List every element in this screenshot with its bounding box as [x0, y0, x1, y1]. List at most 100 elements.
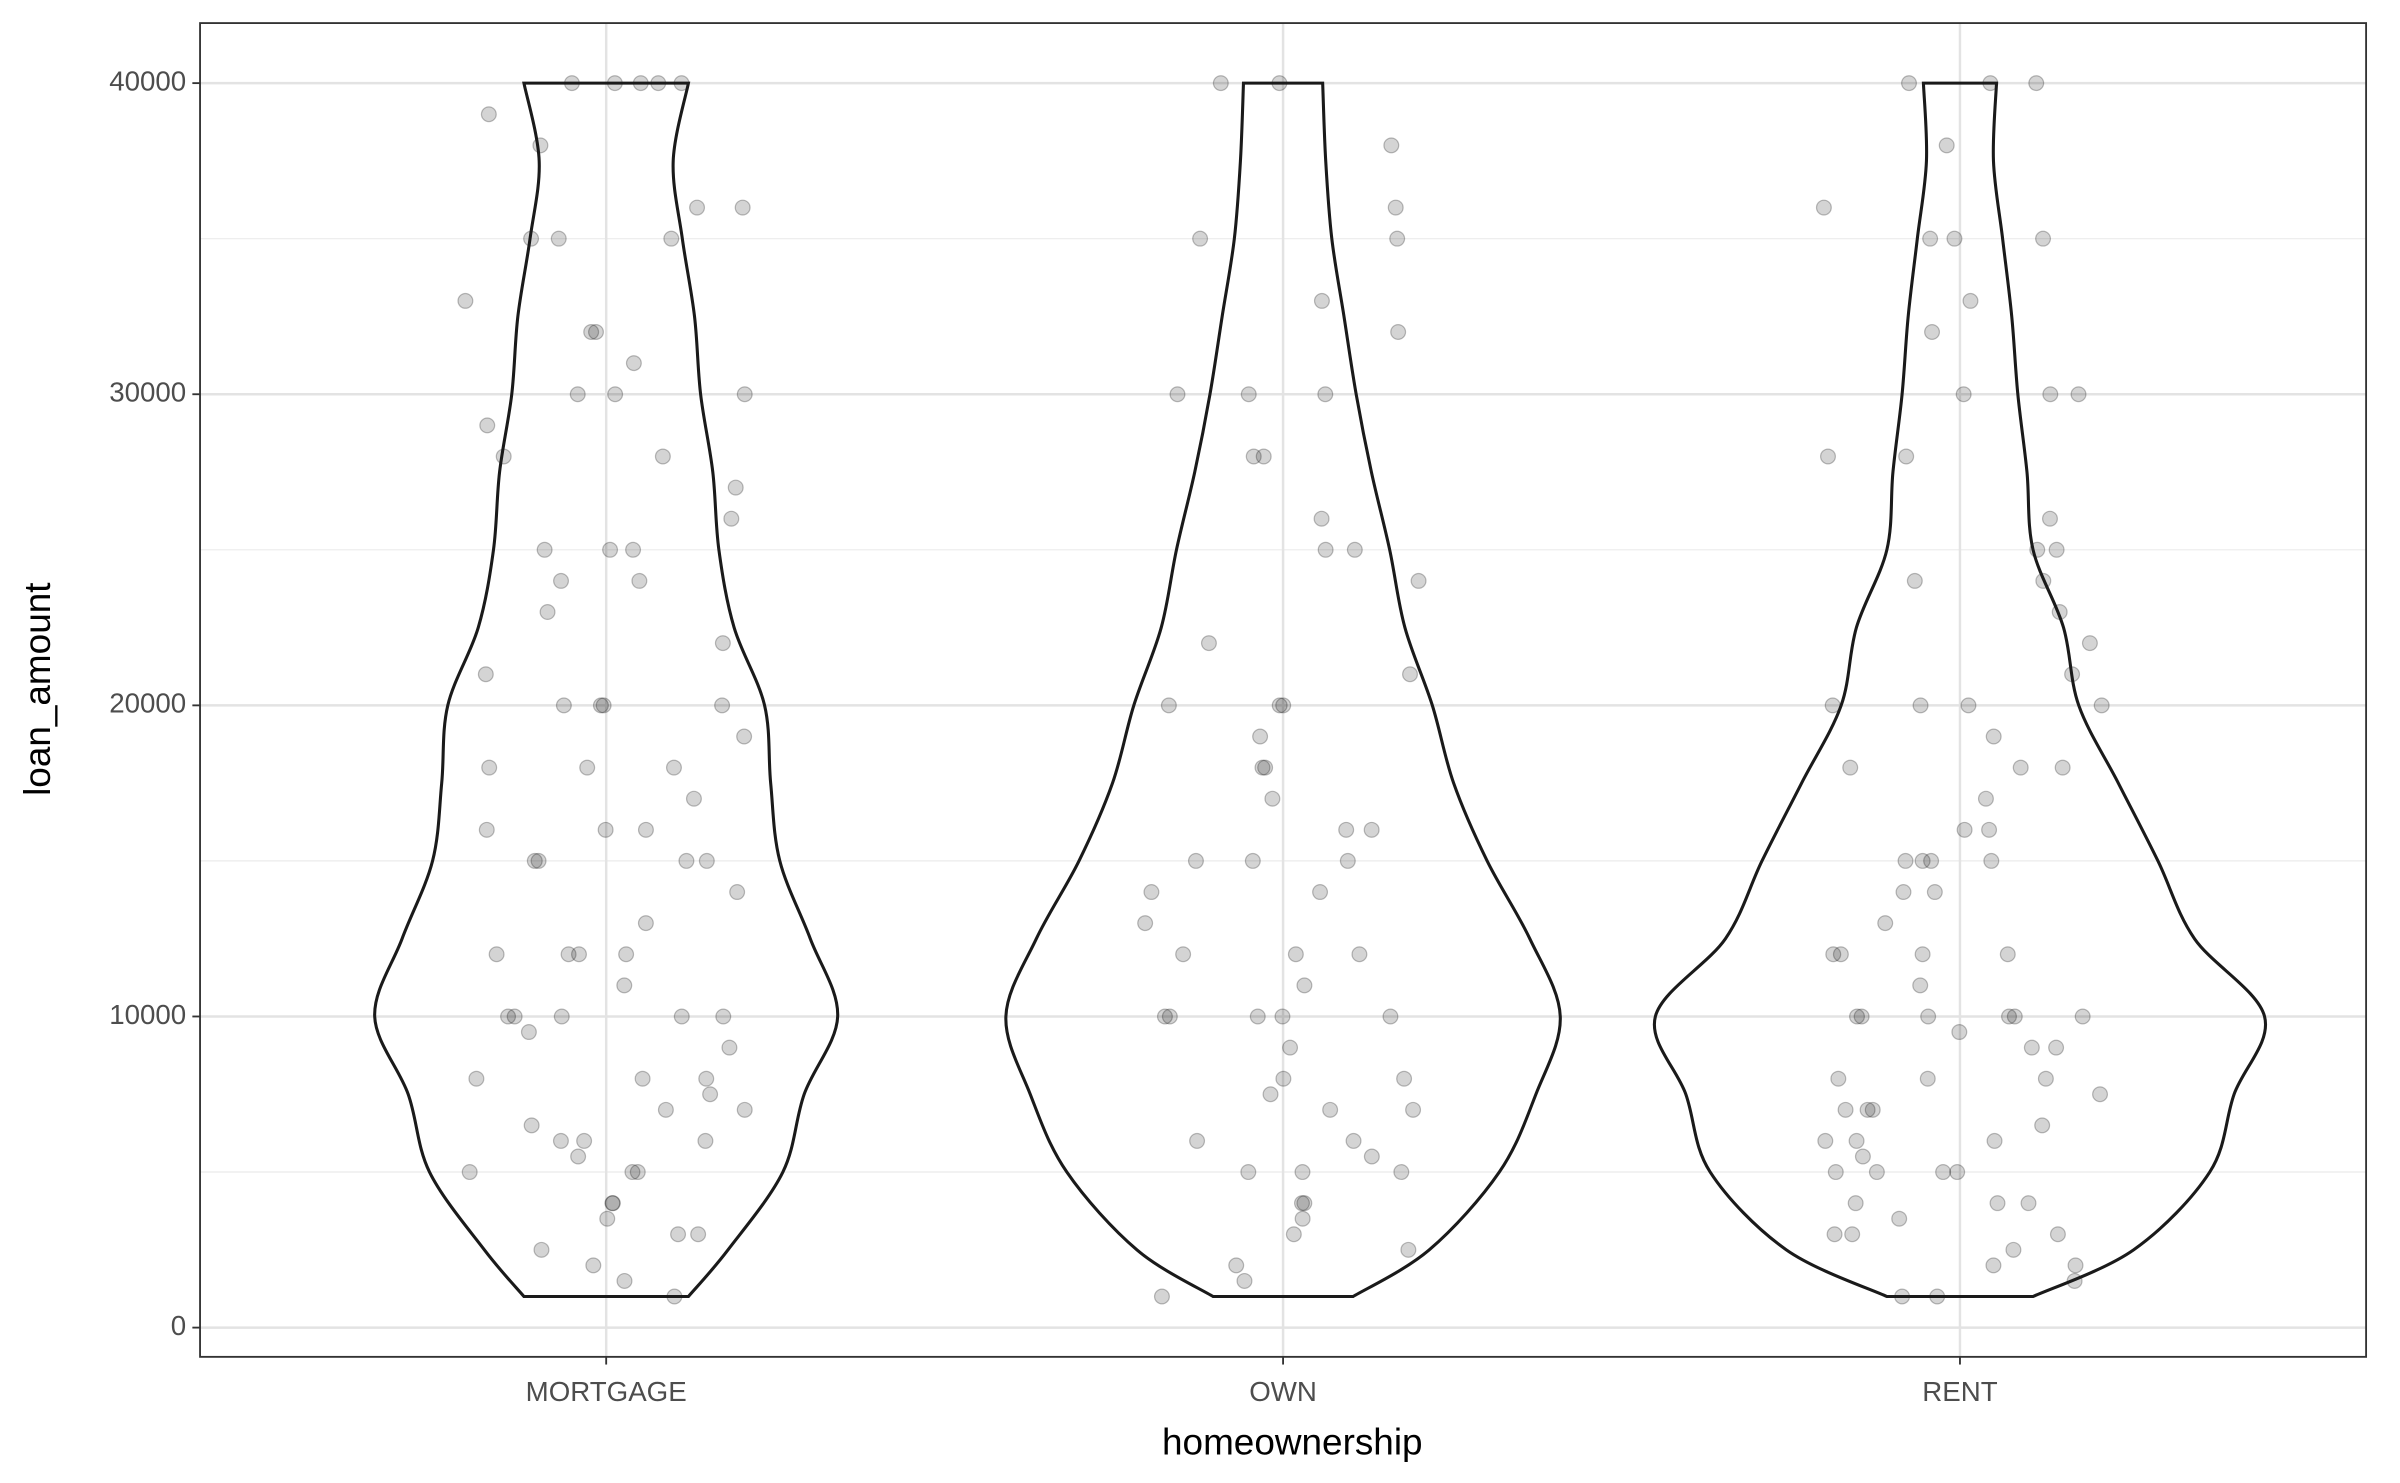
point: [2023, 1039, 2040, 1056]
point: [736, 728, 753, 745]
point: [597, 821, 614, 838]
point: [654, 448, 671, 465]
point: [736, 1101, 753, 1118]
point: [560, 946, 577, 963]
point: [1920, 1008, 1937, 1025]
point: [1255, 448, 1272, 465]
point: [587, 324, 604, 341]
point: [1236, 1272, 1253, 1289]
point: [585, 1257, 602, 1274]
point: [536, 541, 553, 558]
point: [550, 230, 567, 247]
x-tick-label: RENT: [1922, 1376, 1997, 1407]
x-tick-label: OWN: [1249, 1376, 1317, 1407]
point: [1914, 946, 1931, 963]
point: [665, 759, 682, 776]
point: [1393, 1164, 1410, 1181]
point: [1275, 697, 1292, 714]
point: [2092, 1086, 2109, 1103]
point: [602, 541, 619, 558]
labels: 0 10000 20000 30000 40000 MORTGAGE OWN RENT: [109, 65, 1998, 1407]
point: [618, 946, 635, 963]
point: [729, 884, 746, 901]
point: [1189, 1132, 1206, 1149]
point: [1989, 1195, 2006, 1212]
y-tick-label: 30000: [109, 377, 186, 408]
point: [1849, 1008, 1866, 1025]
point: [1938, 137, 1955, 154]
point: [690, 1226, 707, 1243]
point: [1935, 1164, 1952, 1181]
point: [1294, 1164, 1311, 1181]
point: [520, 1024, 537, 1041]
point: [1317, 541, 1334, 558]
point: [2037, 1070, 2054, 1087]
point: [1228, 1257, 1245, 1274]
point: [1312, 884, 1329, 901]
point: [479, 417, 496, 434]
point: [1859, 1101, 1876, 1118]
point: [599, 1210, 616, 1227]
point: [1245, 448, 1262, 465]
point: [579, 759, 596, 776]
point: [506, 1008, 523, 1025]
point: [1254, 759, 1271, 776]
point: [1175, 946, 1192, 963]
point: [2034, 1117, 2051, 1134]
point: [2020, 1195, 2037, 1212]
point: [2093, 697, 2110, 714]
point: [634, 1070, 651, 1087]
point: [1919, 1070, 1936, 1087]
point: [702, 1086, 719, 1103]
point: [1275, 1070, 1292, 1087]
point: [1400, 1241, 1417, 1258]
point: [1387, 199, 1404, 216]
point: [1338, 821, 1355, 838]
point: [2048, 1039, 2065, 1056]
point: [553, 1008, 570, 1025]
point: [1981, 821, 1998, 838]
point: [2012, 759, 2029, 776]
point: [1827, 1164, 1844, 1181]
point: [478, 821, 495, 838]
point: [1257, 759, 1274, 776]
point: [723, 510, 740, 527]
point: [1847, 1195, 1864, 1212]
point: [657, 1101, 674, 1118]
point: [1363, 821, 1380, 838]
point: [625, 541, 642, 558]
point: [1285, 1226, 1302, 1243]
point: [1914, 852, 1931, 869]
x-tick-label: MORTGAGE: [526, 1376, 687, 1407]
point: [488, 946, 505, 963]
point: [689, 199, 706, 216]
point: [685, 790, 702, 807]
point: [698, 852, 715, 869]
point: [539, 604, 556, 621]
point: [461, 1164, 478, 1181]
point: [1396, 1070, 1413, 1087]
point: [1946, 230, 1963, 247]
point: [1897, 852, 1914, 869]
point: [570, 946, 587, 963]
point: [714, 697, 731, 714]
point: [1405, 1101, 1422, 1118]
point: [1854, 1148, 1871, 1165]
y-tick-label: 20000: [109, 688, 186, 719]
point: [1252, 728, 1269, 745]
point: [2001, 1008, 2018, 1025]
point: [1345, 1132, 1362, 1149]
point: [727, 479, 744, 496]
point: [1951, 1024, 1968, 1041]
point: [1143, 884, 1160, 901]
point: [637, 821, 654, 838]
point: [1923, 852, 1940, 869]
point: [1955, 386, 1972, 403]
point: [1383, 137, 1400, 154]
point: [2049, 1226, 2066, 1243]
point: [1240, 386, 1257, 403]
violin: [1652, 81, 2268, 1299]
point: [1983, 852, 2000, 869]
point: [1898, 448, 1915, 465]
point: [1906, 572, 1923, 589]
